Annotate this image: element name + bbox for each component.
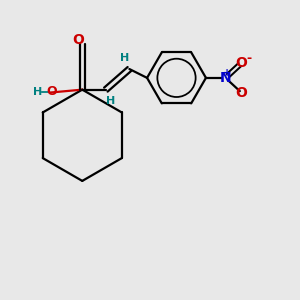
- Text: +: +: [224, 68, 232, 78]
- Text: O: O: [235, 56, 247, 70]
- Text: O: O: [46, 85, 57, 98]
- Text: -: -: [246, 52, 251, 64]
- Text: N: N: [219, 71, 231, 85]
- Text: O: O: [72, 33, 84, 46]
- Text: H: H: [106, 95, 115, 106]
- Text: O: O: [235, 85, 247, 100]
- Text: H: H: [33, 87, 42, 97]
- Text: H: H: [120, 53, 130, 63]
